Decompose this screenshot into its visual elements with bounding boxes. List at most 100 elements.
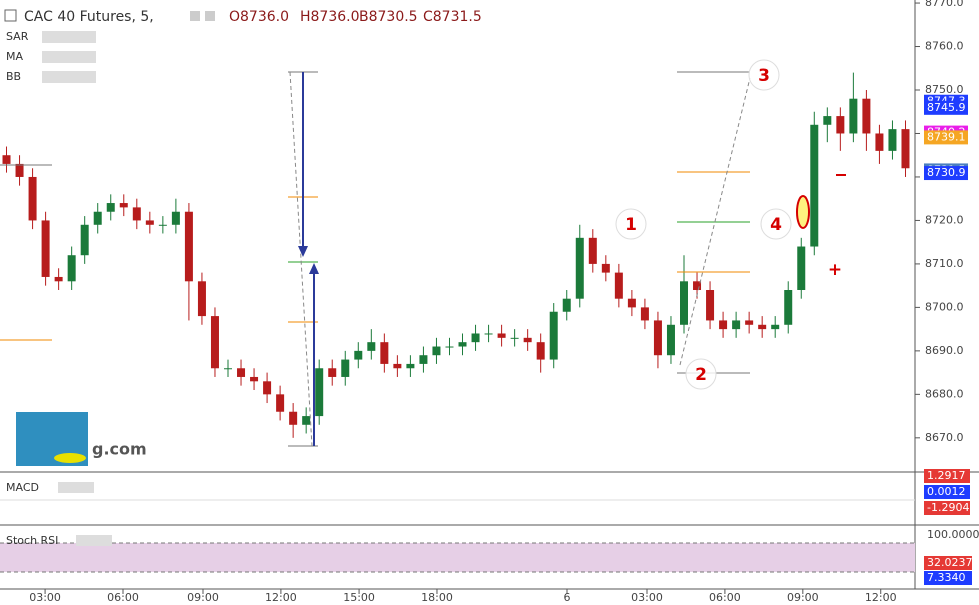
candle-body [823, 116, 832, 125]
price-label-bg [924, 130, 968, 145]
stoch-label-bg [924, 556, 972, 570]
indicator-buttons[interactable] [42, 51, 96, 63]
candle-body [471, 333, 480, 343]
arrow-head [298, 246, 308, 257]
candle-body [588, 237, 597, 264]
candle-body [797, 246, 806, 290]
y-tick-label: 8690.0 [925, 344, 964, 357]
indicator-buttons[interactable] [42, 71, 96, 83]
y-tick-label: 8710.0 [925, 257, 964, 270]
price-label: 8739.1 [927, 130, 966, 143]
ohlc-close: C8731.5 [423, 9, 482, 25]
candle-body [354, 350, 363, 360]
ohlc-low: B8730.5 [359, 9, 418, 25]
candle-body [484, 333, 493, 335]
candle-body [497, 333, 506, 338]
x-tick-label: 6 [564, 591, 571, 604]
candle-body [627, 298, 636, 308]
x-tick-label: 03:00 [29, 591, 61, 604]
dashed-line [679, 77, 751, 366]
highlight-ellipse [796, 195, 810, 229]
candle-body [302, 416, 311, 425]
candle-body [849, 98, 858, 134]
candle-body [875, 133, 884, 151]
candle-body [810, 124, 819, 247]
indicator-buttons[interactable] [58, 482, 94, 493]
ohlc-open: O8736.0 [229, 9, 289, 25]
candle-body [28, 176, 37, 221]
y-tick-label: 8770.0 [925, 0, 964, 9]
candle-body [106, 203, 115, 212]
candle-body [328, 368, 337, 377]
candles [2, 72, 910, 438]
candle-body [41, 220, 50, 277]
candle-body [132, 207, 141, 221]
candle-body [901, 129, 910, 169]
stoch-label: 32.0237 [927, 556, 973, 569]
candle-body [184, 211, 193, 282]
logo-badge [54, 453, 86, 463]
x-tick-label: 06:00 [709, 591, 741, 604]
candle-body [536, 342, 545, 360]
stoch-label-bg [924, 528, 972, 542]
candle-body [119, 203, 128, 208]
stoch-title: Stoch RSI [6, 534, 58, 547]
candle-body [432, 346, 441, 356]
price-label-bg [924, 166, 968, 181]
candle-body [653, 320, 662, 356]
candle-body [693, 281, 702, 290]
macd-label: 1.2917 [927, 469, 966, 482]
stoch-label: 7.3340 [927, 571, 966, 584]
candle-body [510, 337, 519, 339]
annotation-circle [685, 358, 717, 390]
price-axis: 8670.0 8680.0 8690.0 8700.0 8710.0 8720.0 8730… [29, 0, 979, 604]
y-tick-label: 8700.0 [925, 300, 964, 313]
annotation: 1 [625, 215, 637, 235]
candle-body [719, 320, 728, 330]
candle-body [393, 363, 402, 369]
logo-text: g.com [92, 440, 147, 459]
indicator-name: BB [6, 70, 21, 83]
macd-label-bg [924, 501, 970, 515]
indicator-buttons[interactable] [76, 535, 112, 546]
candle-body [80, 224, 89, 256]
x-tick-label: 18:00 [421, 591, 453, 604]
candle-body [145, 220, 154, 225]
price-label-bg [924, 100, 968, 115]
candle-body [862, 98, 871, 134]
candle-body [237, 368, 246, 377]
y-tick-label: 8680.0 [925, 387, 964, 400]
price-label: 8730.9 [927, 166, 966, 179]
candle-body [614, 272, 623, 299]
collapse-icon[interactable] [4, 9, 17, 22]
candle-body [315, 368, 324, 417]
candle-body [263, 381, 272, 395]
settings-icon[interactable] [205, 11, 215, 21]
candle-body [210, 316, 219, 369]
y-tick-label: 8760.0 [925, 40, 964, 53]
plus-mark: + [828, 260, 842, 280]
x-tick-label: 09:00 [187, 591, 219, 604]
candle-body [67, 255, 76, 282]
candle-body [2, 155, 11, 164]
candle-body [562, 298, 571, 312]
candle-body [732, 320, 741, 330]
annotation: 3 [758, 66, 770, 86]
y-tick-label: 8750.0 [925, 83, 964, 96]
candle-body [836, 116, 845, 134]
candle-body [406, 363, 415, 369]
candle-body [745, 320, 754, 325]
indicator-buttons[interactable] [42, 31, 96, 43]
annotation-circle [748, 59, 780, 91]
candle-body [549, 311, 558, 360]
candle-body [601, 263, 610, 273]
candle-body [367, 342, 376, 351]
y-tick-label: 8720.0 [925, 213, 964, 226]
ohlc-high: H8736.0 [300, 9, 360, 25]
settings-icon[interactable] [190, 11, 200, 21]
x-tick-label: 12:00 [265, 591, 297, 604]
drawings: + 1 2 3 4 [0, 59, 846, 447]
candle-body [758, 324, 767, 330]
candle-body [93, 211, 102, 225]
